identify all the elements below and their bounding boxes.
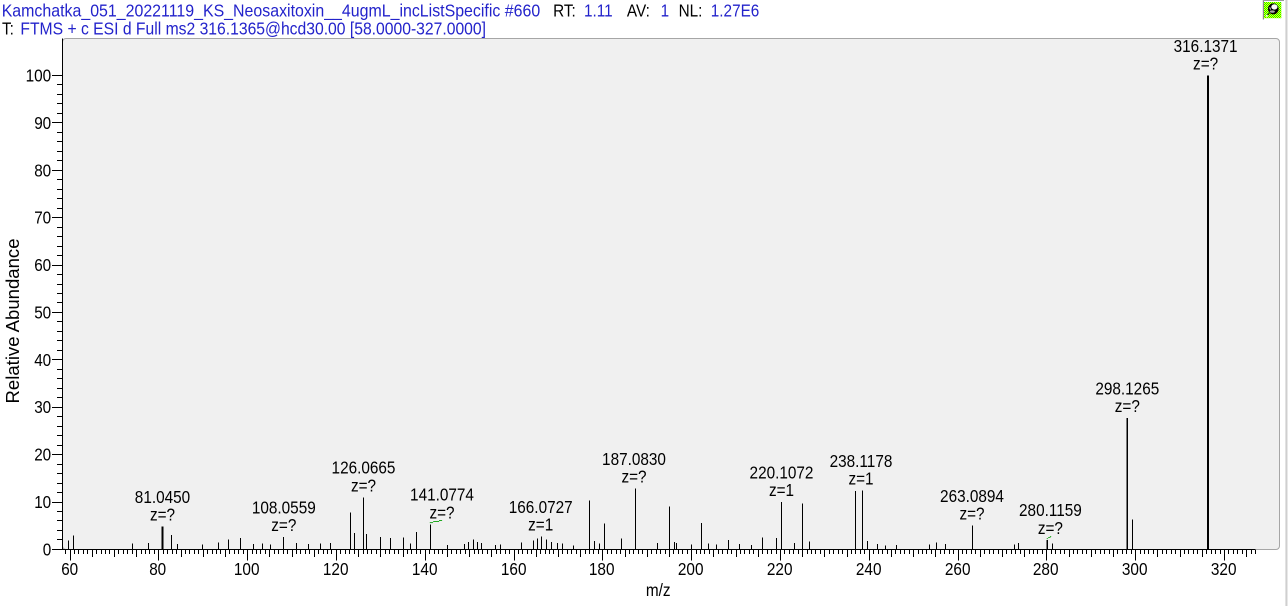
svg-text:220.1072: 220.1072 — [750, 462, 814, 482]
svg-text:100: 100 — [26, 66, 52, 86]
svg-text:187.0830: 187.0830 — [602, 449, 666, 469]
svg-text:z=?: z=? — [1193, 54, 1218, 74]
svg-text:z=?: z=? — [1038, 518, 1063, 538]
svg-text:70: 70 — [34, 208, 51, 228]
svg-text:263.0894: 263.0894 — [940, 486, 1004, 506]
svg-text:z=1: z=1 — [528, 515, 553, 535]
svg-text:z=?: z=? — [621, 467, 646, 487]
svg-text:z=?: z=? — [150, 505, 175, 525]
svg-text:298.1265: 298.1265 — [1095, 378, 1159, 398]
svg-text:160: 160 — [501, 559, 527, 579]
svg-text:20: 20 — [34, 445, 51, 465]
svg-text:80: 80 — [34, 160, 51, 180]
svg-text:320: 320 — [1211, 559, 1237, 579]
svg-text:1.27E6: 1.27E6 — [711, 0, 760, 20]
svg-text:z=1: z=1 — [848, 469, 873, 489]
svg-text:m/z: m/z — [646, 580, 671, 600]
svg-text:316.1371: 316.1371 — [1174, 36, 1238, 56]
svg-text:100: 100 — [234, 559, 260, 579]
svg-text:220: 220 — [767, 559, 793, 579]
svg-text:126.0665: 126.0665 — [332, 458, 396, 478]
svg-text:180: 180 — [589, 559, 615, 579]
svg-text:81.0450: 81.0450 — [135, 487, 191, 507]
svg-text:FTMS + c ESI d Full ms2 316.13: FTMS + c ESI d Full ms2 316.1365@hcd30.0… — [20, 19, 486, 39]
svg-text:300: 300 — [1122, 559, 1148, 579]
svg-text:280.1159: 280.1159 — [1019, 500, 1082, 520]
svg-text:z=1: z=1 — [769, 480, 794, 500]
svg-text:60: 60 — [34, 255, 51, 275]
svg-text:108.0559: 108.0559 — [252, 497, 316, 517]
svg-text:140: 140 — [412, 559, 438, 579]
svg-text:T:: T: — [2, 19, 14, 39]
svg-text:50: 50 — [34, 302, 51, 322]
svg-text:280: 280 — [1033, 559, 1059, 579]
svg-text:80: 80 — [149, 559, 166, 579]
svg-text:AV:: AV: — [627, 0, 650, 20]
svg-text:260: 260 — [945, 559, 971, 579]
svg-text:Kamchatka_051_20221119_KS_Neos: Kamchatka_051_20221119_KS_Neosaxitoxin__… — [2, 0, 541, 21]
svg-text:166.0727: 166.0727 — [509, 497, 573, 517]
svg-text:40: 40 — [34, 350, 51, 370]
svg-text:Relative Abundance: Relative Abundance — [3, 239, 23, 404]
svg-text:z=?: z=? — [429, 502, 454, 522]
svg-text:z=?: z=? — [271, 515, 296, 535]
svg-text:RT:: RT: — [553, 0, 576, 20]
svg-text:200: 200 — [678, 559, 704, 579]
svg-text:120: 120 — [323, 559, 349, 579]
svg-text:141.0774: 141.0774 — [410, 485, 474, 505]
svg-text:238.1178: 238.1178 — [830, 451, 893, 471]
svg-text:30: 30 — [34, 397, 51, 417]
svg-text:90: 90 — [34, 113, 51, 133]
svg-text:1.11: 1.11 — [584, 0, 613, 20]
svg-text:0: 0 — [43, 539, 52, 559]
svg-text:240: 240 — [856, 559, 882, 579]
svg-text:10: 10 — [34, 492, 51, 512]
svg-text:z=?: z=? — [959, 504, 984, 524]
svg-text:1: 1 — [661, 0, 670, 20]
svg-text:60: 60 — [61, 559, 78, 579]
svg-text:z=?: z=? — [351, 475, 376, 495]
svg-text:NL:: NL: — [679, 0, 703, 20]
svg-text:z=?: z=? — [1115, 396, 1140, 416]
